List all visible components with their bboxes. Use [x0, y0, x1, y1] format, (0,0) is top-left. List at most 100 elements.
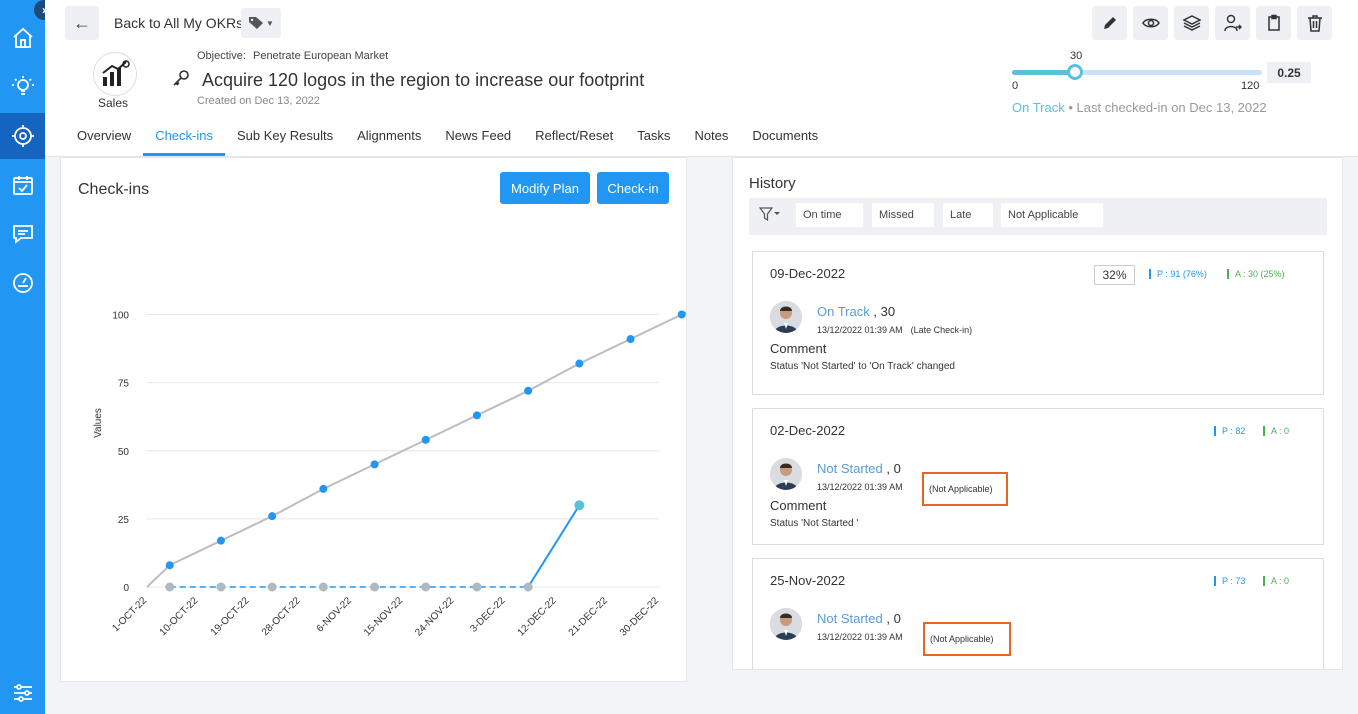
comment-text: Status 'Not Started' to 'On Track' chang…: [770, 361, 955, 372]
actual-point: [165, 582, 175, 592]
back-arrow-icon[interactable]: ←: [65, 6, 99, 40]
actual-point-current: [574, 500, 585, 511]
objective-name[interactable]: Penetrate European Market: [252, 50, 389, 62]
check-in-button[interactable]: Check-in: [597, 172, 669, 204]
check-ins-title: Check-ins: [78, 181, 150, 198]
x-tick-label: 30-DEC-22: [618, 595, 661, 638]
history-entry: 09-Dec-2022 32% P : 91 (76%) A : 30 (25%…: [752, 251, 1324, 395]
entry-date: 25-Nov-2022: [770, 573, 846, 588]
comment-text: Status 'Not Started ': [770, 518, 859, 529]
planned-point: [575, 359, 584, 368]
entry-status: Not Started , 0: [817, 461, 901, 476]
score-badge: 0.25: [1267, 62, 1311, 83]
layers-icon[interactable]: [1174, 6, 1209, 40]
x-tick-label: 21-DEC-22: [567, 595, 610, 638]
settings-sliders-icon[interactable]: [0, 670, 45, 714]
progress-slider-thumb[interactable]: [1066, 64, 1083, 80]
team-logo: [93, 52, 137, 96]
modify-plan-button[interactable]: Modify Plan: [500, 172, 590, 204]
tab-alignments[interactable]: Alignments: [357, 128, 422, 143]
x-tick-label: 3-DEC-22: [468, 595, 508, 635]
entry-percent-badge: 32%: [1094, 265, 1135, 285]
tab-tasks[interactable]: Tasks: [637, 128, 671, 143]
tag-icon: [249, 17, 264, 29]
x-tick-label: 12-DEC-22: [516, 595, 559, 638]
edit-pencil-icon[interactable]: [1092, 6, 1127, 40]
entry-status-label: Not Started: [817, 611, 883, 626]
entry-value: , 0: [882, 461, 901, 476]
entry-planned-value: P : 73: [1214, 576, 1245, 586]
planned-point: [626, 335, 635, 344]
okr-target-icon[interactable]: [0, 113, 45, 159]
actual-point: [318, 582, 328, 592]
tab-overview[interactable]: Overview: [77, 128, 132, 143]
entry-late-note: (Late Check-in): [910, 325, 973, 335]
x-tick-label: 19-OCT-22: [209, 595, 252, 638]
entry-date: 02-Dec-2022: [770, 423, 846, 438]
view-eye-icon[interactable]: [1133, 6, 1168, 40]
team-label: Sales: [98, 96, 129, 110]
lightbulb-icon[interactable]: [0, 64, 45, 110]
transfer-user-icon[interactable]: [1215, 6, 1250, 40]
entry-time-text: 13/12/2022 01:39 AM: [817, 325, 903, 335]
home-icon[interactable]: [0, 15, 45, 61]
actual-point: [216, 582, 226, 592]
filter-on-time[interactable]: On time: [796, 203, 863, 227]
tab-notes[interactable]: Notes: [694, 128, 729, 143]
progress-slider[interactable]: [1012, 64, 1262, 80]
y-tick-label: 50: [118, 447, 130, 458]
filter-late[interactable]: Late: [943, 203, 993, 227]
progress-min: 0: [1012, 80, 1019, 92]
entry-date: 09-Dec-2022: [770, 266, 846, 281]
tab-documents[interactable]: Documents: [752, 128, 819, 143]
progress-slider-fill: [1012, 70, 1075, 75]
key-result-title: Acquire 120 logos in the region to incre…: [202, 70, 645, 90]
y-axis-label: Values: [93, 408, 104, 438]
filter-missed[interactable]: Missed: [872, 203, 934, 227]
planned-point: [524, 386, 533, 395]
objective-line: Objective: Penetrate European Market: [197, 50, 388, 62]
entry-status: Not Started , 0: [817, 611, 901, 626]
dashboard-gauge-icon[interactable]: [0, 260, 45, 306]
last-checked-text: • Last checked-in on Dec 13, 2022: [1064, 100, 1267, 115]
user-avatar: [770, 458, 802, 490]
y-tick-label: 75: [118, 379, 130, 390]
created-date: Created on Dec 13, 2022: [197, 95, 320, 107]
entry-value: , 0: [882, 611, 901, 626]
comment-label: Comment: [770, 341, 827, 356]
delete-trash-icon[interactable]: [1297, 6, 1332, 40]
x-tick-label: 10-OCT-22: [158, 595, 201, 638]
tab-news-feed[interactable]: News Feed: [445, 128, 512, 143]
tab-bar: Overview Check-ins Sub Key Results Align…: [65, 118, 830, 156]
progress-current-value: 30: [1070, 50, 1083, 62]
user-avatar: [770, 608, 802, 640]
planned-point: [319, 484, 328, 493]
tab-reflect-reset[interactable]: Reflect/Reset: [535, 128, 614, 143]
history-filter-bar: On time Missed Late Not Applicable: [749, 198, 1327, 235]
x-tick-label: 28-OCT-22: [260, 595, 303, 638]
history-title: History: [749, 175, 796, 192]
actual-point: [370, 582, 380, 592]
entry-actual-value: A : 0: [1263, 576, 1289, 586]
history-entry: 02-Dec-2022 P : 82 A : 0 Not Started , 0…: [752, 408, 1324, 545]
tab-sub-key-results[interactable]: Sub Key Results: [236, 128, 334, 143]
x-tick-label: 15-NOV-22: [362, 595, 405, 638]
entry-actual-value: A : 0: [1263, 426, 1289, 436]
y-tick-label: 0: [123, 583, 129, 594]
check-ins-chart: 0 25 50 75 100 Values 1-OCT-22 10-OCT-22 19-OCT-…: [93, 310, 686, 638]
planned-point: [472, 411, 481, 420]
tab-check-ins[interactable]: Check-ins: [143, 118, 225, 156]
chat-icon[interactable]: [0, 211, 45, 257]
entry-status-label: Not Started: [817, 461, 883, 476]
back-link[interactable]: Back to All My OKRs: [114, 15, 244, 31]
planned-series-line: [146, 311, 686, 588]
filter-funnel-icon[interactable]: [758, 207, 781, 224]
filter-not-applicable[interactable]: Not Applicable: [1001, 203, 1103, 227]
entry-not-applicable-note: (Not Applicable): [923, 622, 1011, 656]
y-tick-label: 100: [112, 311, 129, 322]
tag-dropdown-button[interactable]: ▼: [241, 8, 281, 38]
planned-point: [370, 460, 379, 469]
clipboard-icon[interactable]: [1256, 6, 1291, 40]
progress-max: 120: [1241, 80, 1260, 92]
calendar-check-icon[interactable]: [0, 162, 45, 208]
